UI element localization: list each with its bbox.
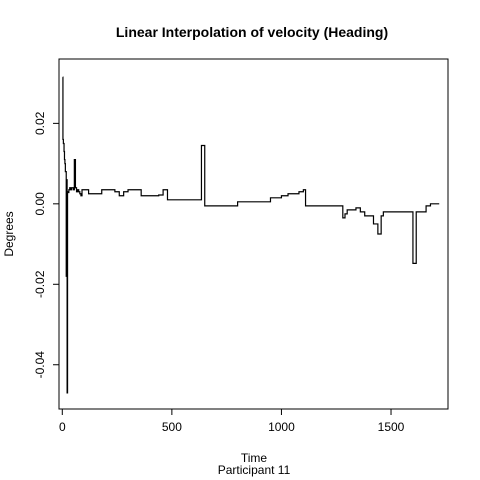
plot-frame [58, 58, 449, 410]
x-tick-label: 1000 [268, 420, 295, 434]
x-axis-label: Time [241, 451, 268, 465]
x-axis: 0 500 1000 1500 [59, 409, 405, 434]
x-tick-label: 0 [59, 420, 66, 434]
x-tick-label: 500 [162, 420, 182, 434]
chart-subtitle: Participant 11 [218, 463, 291, 477]
series-line [62, 76, 440, 394]
x-tick-label: 1500 [378, 420, 405, 434]
y-tick-label: 0.00 [33, 192, 47, 216]
y-axis-label: Degrees [2, 211, 16, 256]
y-tick-label: 0.02 [33, 111, 47, 135]
y-tick-label: -0.02 [33, 270, 47, 298]
y-axis: -0.04 -0.02 0.00 0.02 [33, 111, 59, 378]
chart-title: Linear Interpolation of velocity (Headin… [116, 24, 388, 40]
y-tick-label: -0.04 [33, 351, 47, 379]
